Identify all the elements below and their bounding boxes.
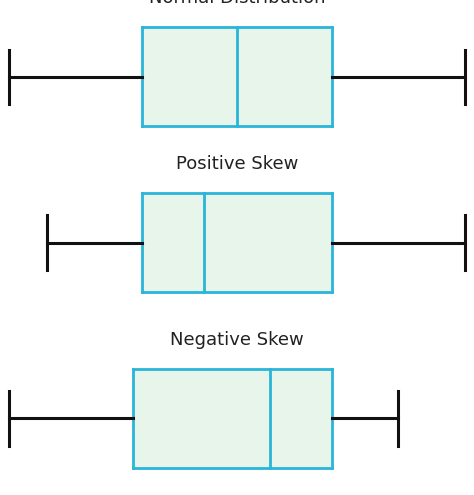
Bar — [133, 369, 332, 468]
Text: Positive Skew: Positive Skew — [176, 155, 298, 173]
Text: Negative Skew: Negative Skew — [170, 331, 304, 349]
Text: Normal Distribution: Normal Distribution — [149, 0, 325, 7]
Bar — [142, 193, 332, 292]
Bar — [142, 27, 332, 126]
